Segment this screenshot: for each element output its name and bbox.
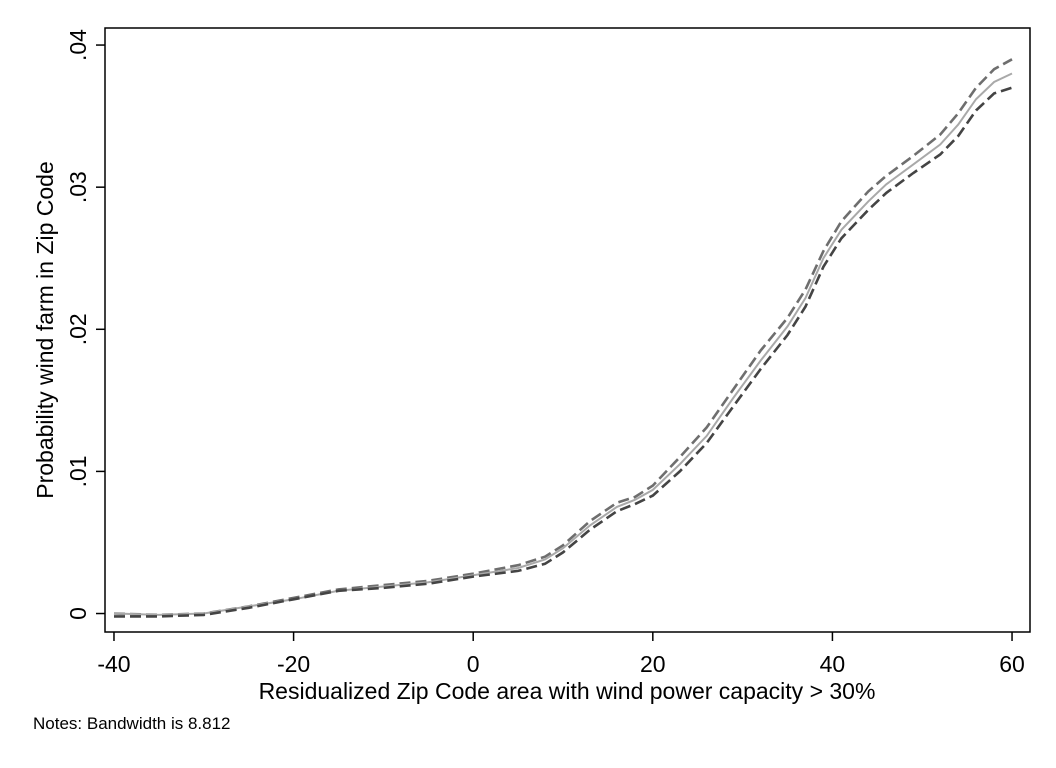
- series-layer: [113, 58, 1013, 618]
- x-tick-label: 60: [999, 651, 1025, 677]
- y-axis: 0 .01 .02 .03 .04: [65, 29, 105, 620]
- y-tick-label: .02: [65, 313, 91, 345]
- x-axis-title: Residualized Zip Code area with wind pow…: [259, 678, 876, 704]
- plot-frame: [104, 27, 1031, 633]
- chart-note: Notes: Bandwidth is 8.812: [33, 714, 231, 733]
- y-tick-label: .03: [65, 171, 91, 203]
- y-axis-title: Probability wind farm in Zip Code: [32, 161, 58, 498]
- series-line-3: [114, 86, 1013, 618]
- y-tick-label: .04: [65, 29, 91, 61]
- x-tick-label: 0: [467, 651, 480, 677]
- y-tick-label: 0: [65, 607, 91, 620]
- y-tick-label: .01: [65, 455, 91, 487]
- x-tick-label: 40: [820, 651, 846, 677]
- x-tick-label: 20: [640, 651, 666, 677]
- series-line-1: [113, 58, 1013, 617]
- x-tick-label: -20: [277, 651, 310, 677]
- x-tick-label: -40: [97, 651, 130, 677]
- x-axis: -40 -20 0 20 40 60: [97, 632, 1025, 677]
